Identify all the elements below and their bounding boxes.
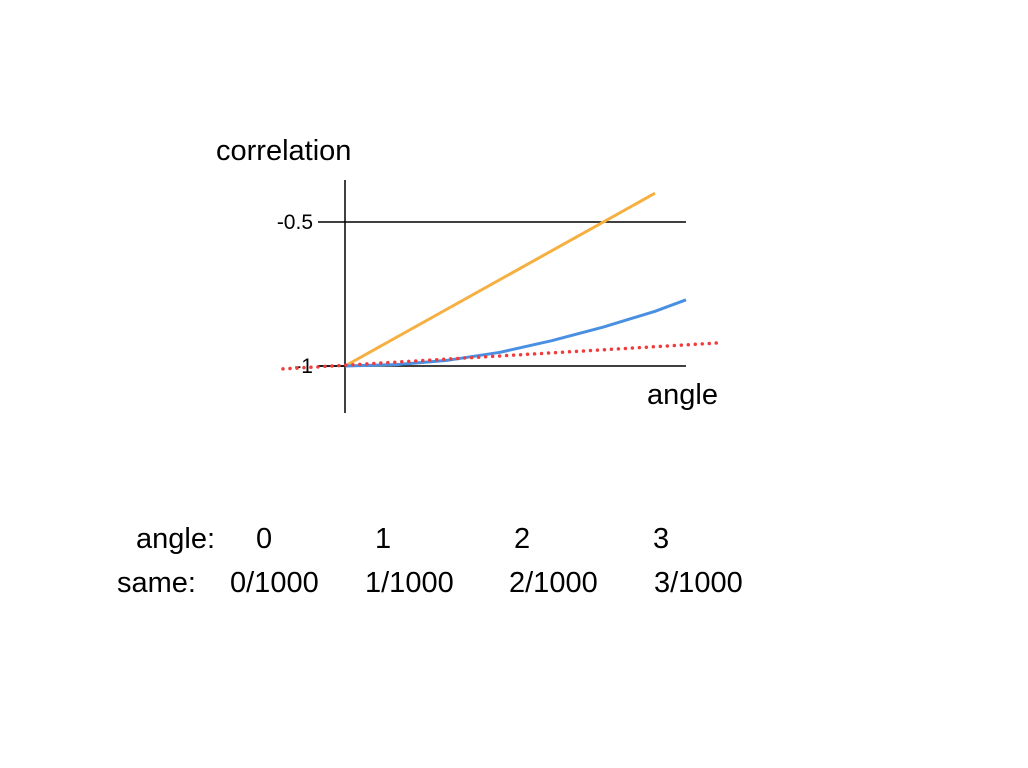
same-value: 0/1000 [230, 567, 319, 599]
x-axis-title: angle [647, 379, 718, 411]
series-line-tangent [281, 341, 719, 371]
angle-value: 3 [653, 523, 670, 555]
angle-row-label: angle: [136, 523, 216, 555]
y-tick-label: -0.5 [277, 211, 313, 234]
series-line-linear [344, 191, 656, 368]
same-value: 3/1000 [654, 567, 743, 599]
same-row-label: same: [117, 567, 196, 599]
same-value: 2/1000 [509, 567, 598, 599]
angle-value: 2 [514, 523, 531, 555]
angle-value: 0 [256, 523, 273, 555]
same-value: 1/1000 [365, 567, 454, 599]
series-line-quadratic [344, 298, 687, 368]
angle-value: 1 [375, 523, 392, 555]
y-axis-title: correlation [216, 135, 351, 167]
